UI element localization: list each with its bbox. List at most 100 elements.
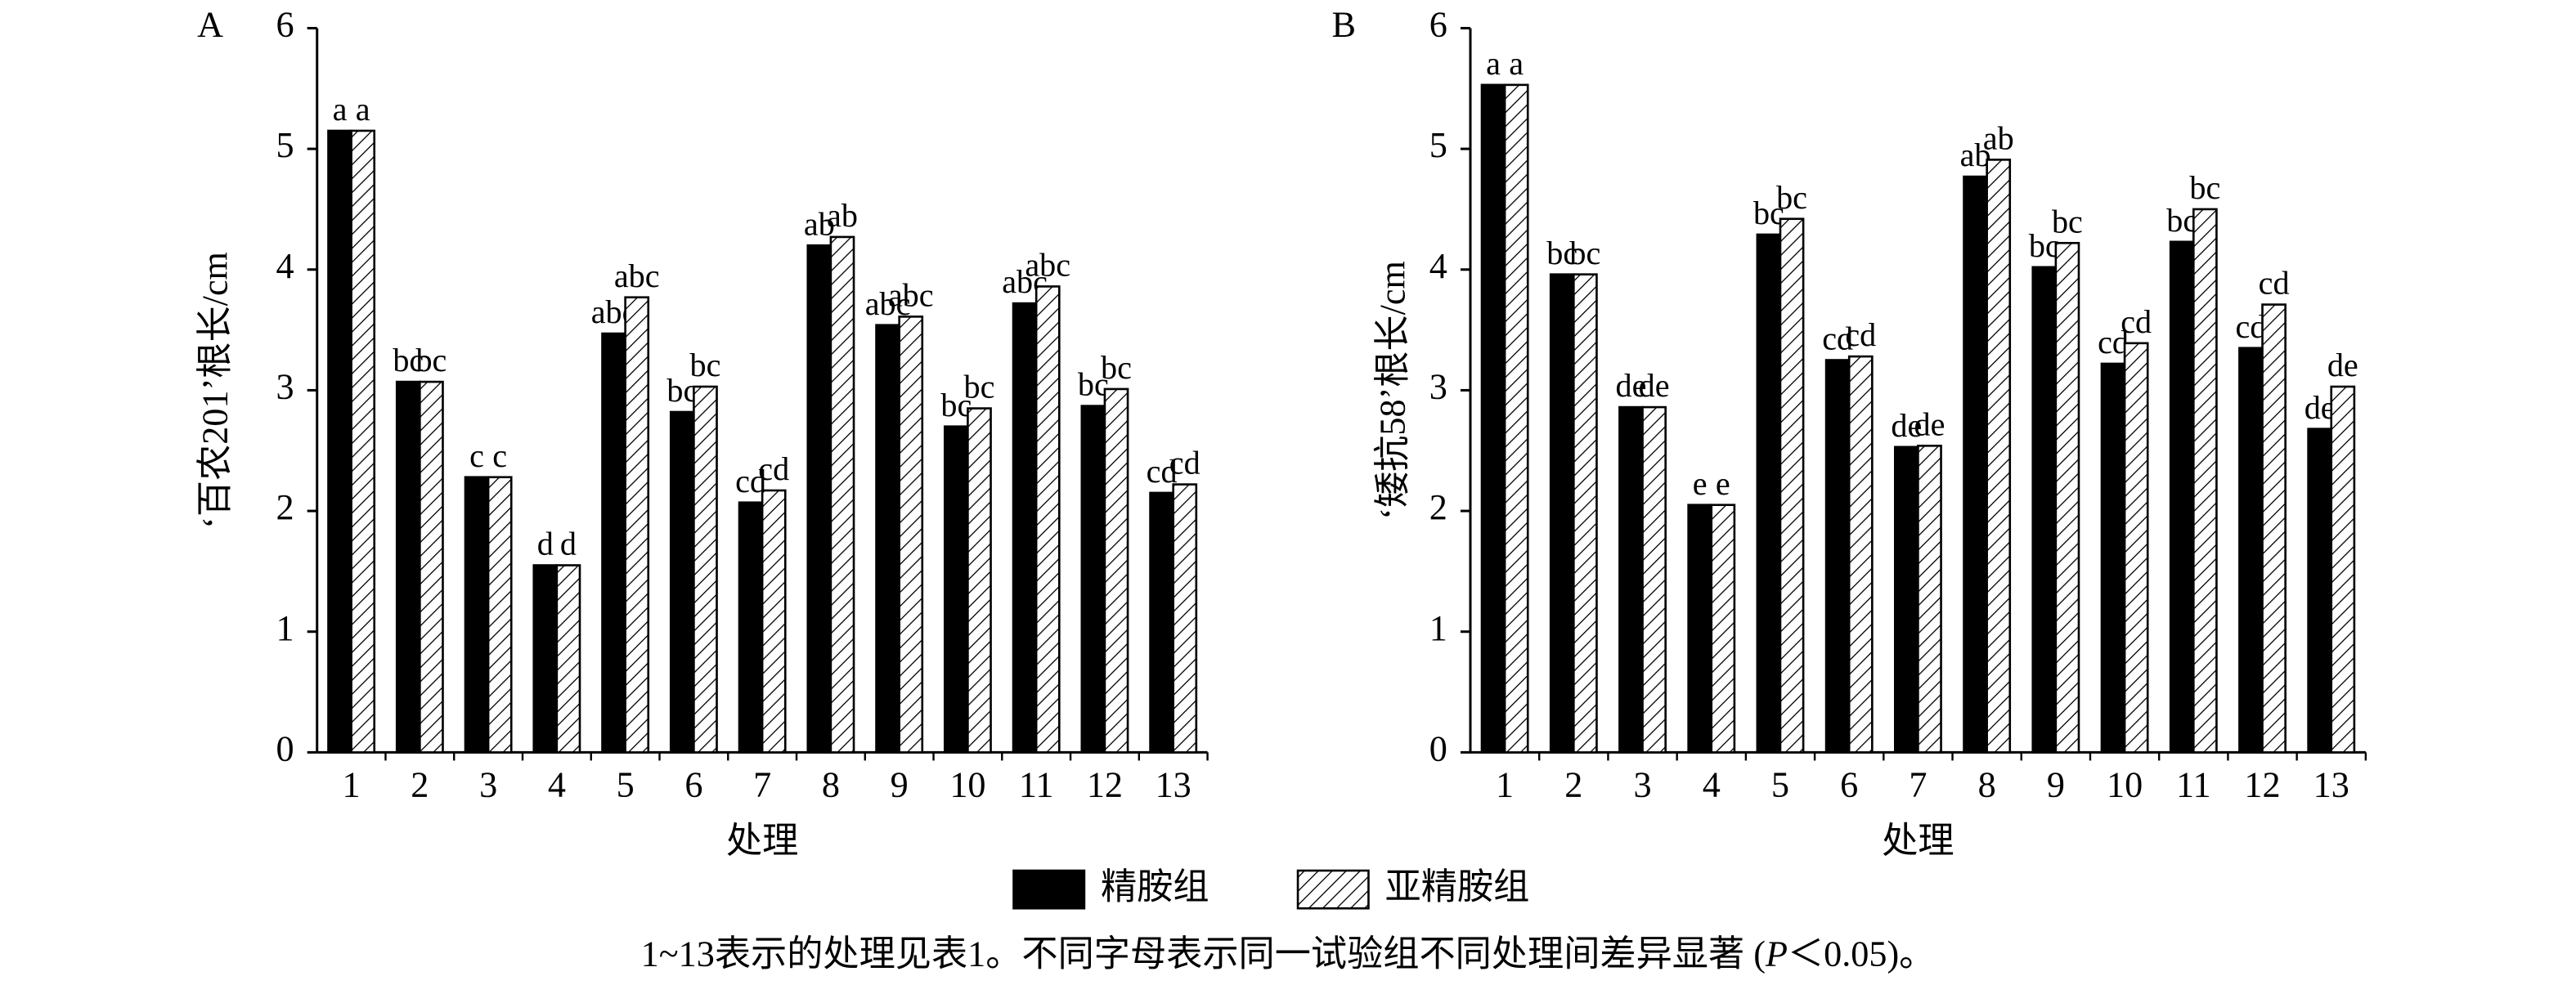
bar — [2031, 266, 2058, 754]
panel-label: A — [197, 5, 223, 45]
data-label: bc — [1753, 195, 1784, 231]
data-label: ab — [804, 205, 835, 242]
data-label: cd — [1822, 320, 1853, 357]
x-tick-label: 4 — [548, 765, 566, 805]
data-label: ab — [1960, 137, 1991, 173]
legend-label: 亚精胺组 — [1385, 866, 1530, 907]
data-label: bc — [666, 372, 698, 409]
caption-italic: P — [1765, 934, 1788, 974]
x-tick-label: 11 — [1019, 765, 1054, 805]
data-label: e — [1716, 465, 1730, 502]
bar — [1710, 504, 1736, 754]
bar — [1034, 285, 1061, 754]
bar — [1779, 217, 1805, 754]
caption: 1~13表示的处理见表1。不同字母表示同一试验组不同处理间差异显著 (P＜0.0… — [641, 934, 1936, 974]
x-tick-label: 9 — [2047, 765, 2065, 805]
x-tick-label: 1 — [1496, 765, 1514, 805]
data-label: cd — [1147, 453, 1178, 490]
y-tick-label: 0 — [276, 729, 294, 769]
panel-label: B — [1332, 5, 1356, 45]
bar — [1917, 445, 1942, 754]
data-label: bc — [1569, 235, 1600, 271]
data-label: cd — [1845, 316, 1876, 353]
bar — [1963, 175, 1988, 754]
data-label: a — [356, 91, 370, 128]
data-label: bc — [964, 369, 995, 405]
data-label: a — [1509, 45, 1524, 82]
x-tick-label: 7 — [1909, 765, 1927, 805]
bar — [1986, 159, 2012, 754]
x-tick-label: 5 — [617, 765, 635, 805]
data-label: de — [2304, 389, 2336, 426]
bar — [1573, 273, 1598, 754]
data-label: bc — [1078, 366, 1109, 403]
bar — [1503, 83, 1529, 754]
bar — [2054, 241, 2080, 754]
bar — [2192, 208, 2218, 754]
y-tick-label: 3 — [276, 367, 294, 407]
bar — [2261, 303, 2287, 754]
data-label: abc — [1025, 247, 1070, 284]
x-tick-label: 6 — [1840, 765, 1858, 805]
bar — [1480, 83, 1506, 754]
bar — [806, 244, 832, 754]
bar — [2100, 362, 2126, 754]
bar — [1847, 355, 1874, 754]
x-tick-label: 2 — [411, 765, 429, 805]
bar — [2330, 385, 2356, 754]
x-tick-label: 6 — [684, 765, 702, 805]
x-tick-label: 1 — [343, 765, 361, 805]
bar — [419, 380, 444, 754]
y-tick-label: 1 — [276, 608, 294, 648]
data-label: a — [333, 91, 348, 128]
bar — [327, 129, 352, 754]
data-label: c — [469, 437, 484, 474]
bar — [1618, 405, 1644, 754]
bar — [350, 129, 376, 754]
y-tick-label: 1 — [1429, 608, 1447, 648]
data-label: bc — [2029, 227, 2060, 264]
data-label: de — [1616, 367, 1647, 404]
bar — [738, 501, 764, 754]
data-label: cd — [758, 450, 789, 487]
data-label: bc — [689, 347, 720, 383]
bar — [693, 385, 718, 754]
data-label: cd — [2120, 303, 2152, 340]
bar — [1549, 273, 1575, 754]
y-tick-label: 4 — [1429, 246, 1447, 286]
data-label: ab — [827, 197, 858, 234]
data-label: e — [1693, 465, 1708, 502]
bar — [487, 476, 513, 754]
data-label: bc — [940, 387, 972, 423]
y-tick-label: 6 — [276, 5, 294, 45]
data-label: ab — [1983, 120, 2014, 157]
bar — [1080, 405, 1106, 754]
bar — [898, 316, 924, 754]
bar — [1641, 405, 1667, 754]
bar — [2123, 342, 2149, 754]
y-tick-label: 2 — [1429, 487, 1447, 527]
bar — [624, 296, 650, 754]
data-label: bc — [1546, 235, 1577, 271]
data-label: de — [1891, 407, 1922, 444]
data-label: bc — [415, 342, 447, 378]
data-label: abc — [888, 276, 934, 313]
bar — [1756, 233, 1782, 754]
x-tick-label: 2 — [1564, 765, 1582, 805]
bar — [464, 476, 490, 754]
bar — [967, 407, 992, 754]
legend-swatch — [1296, 869, 1370, 910]
x-tick-label: 5 — [1771, 765, 1789, 805]
bar — [875, 324, 900, 754]
x-tick-label: 3 — [1633, 765, 1651, 805]
data-label: c — [492, 437, 507, 474]
x-tick-label: 7 — [753, 765, 771, 805]
bar — [555, 564, 581, 754]
y-axis-label: ‘百农201’根长/cm — [195, 252, 235, 529]
data-label: cd — [1169, 445, 1200, 481]
data-label: de — [1639, 367, 1670, 404]
bar — [1893, 446, 1919, 754]
bar — [1172, 483, 1198, 754]
data-label: d — [537, 526, 554, 562]
